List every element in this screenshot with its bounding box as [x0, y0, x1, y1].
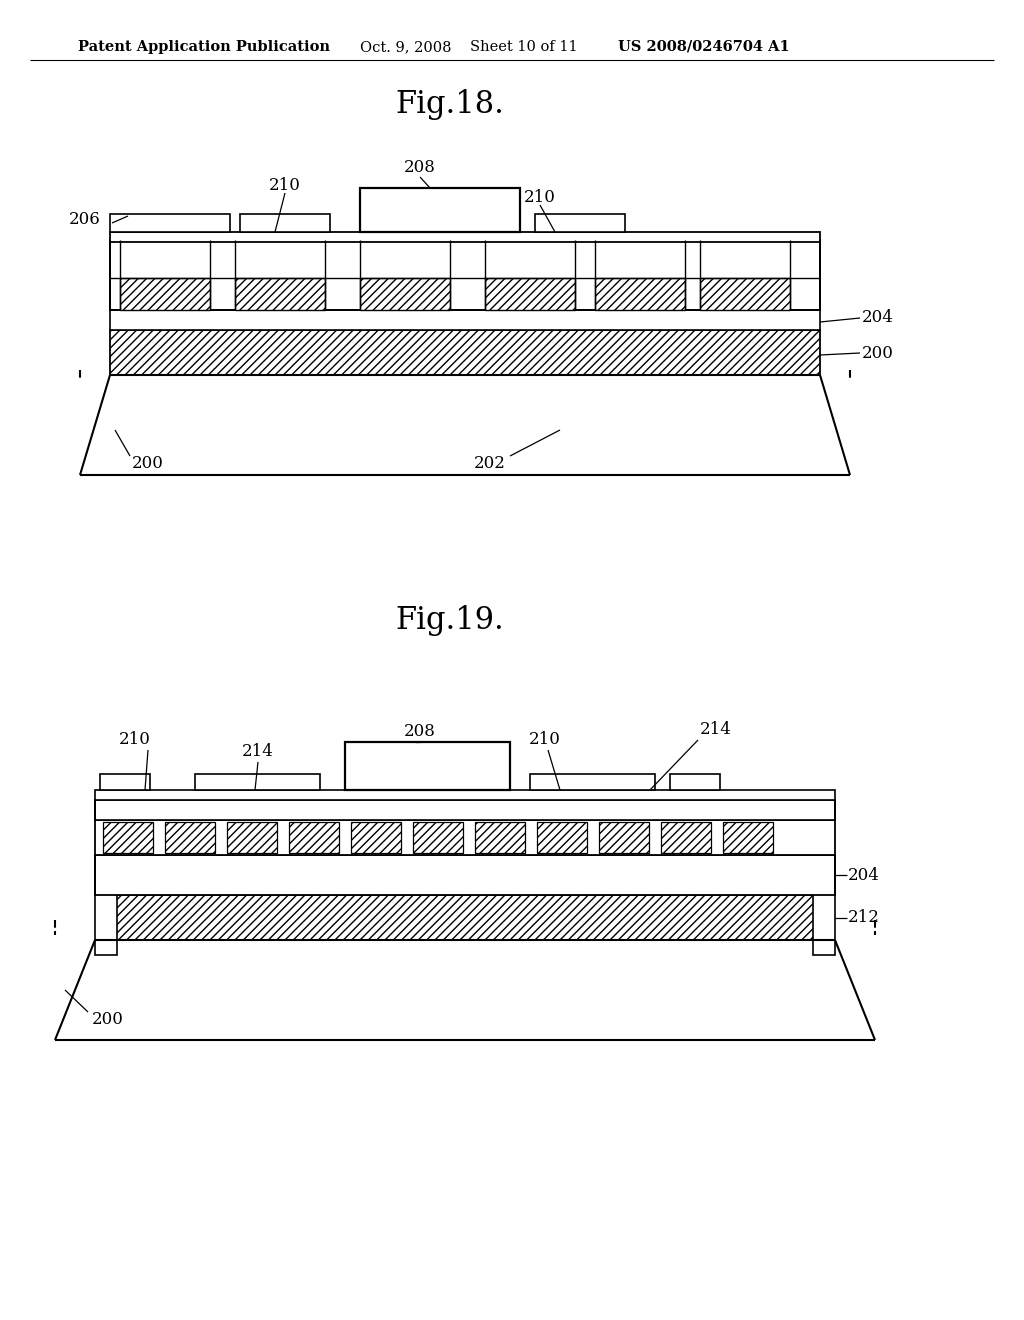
Text: Sheet 10 of 11: Sheet 10 of 11 [470, 40, 578, 54]
Text: 208: 208 [404, 160, 436, 177]
Text: Fig.18.: Fig.18. [395, 90, 505, 120]
Bar [103, 822, 153, 853]
Text: US 2008/0246704 A1: US 2008/0246704 A1 [618, 40, 790, 54]
Bar [110, 240, 820, 310]
Bar [530, 774, 655, 789]
Bar [100, 774, 150, 789]
Bar [535, 214, 625, 232]
Text: 212: 212 [848, 909, 880, 927]
Text: 202: 202 [474, 454, 506, 471]
Bar [115, 895, 815, 940]
Bar [234, 279, 325, 310]
Text: 214: 214 [242, 743, 274, 760]
Bar [595, 279, 685, 310]
Text: 208: 208 [404, 723, 436, 741]
Polygon shape [80, 375, 850, 475]
Bar [110, 232, 820, 242]
Text: Patent Application Publication: Patent Application Publication [78, 40, 330, 54]
Bar [95, 789, 835, 800]
Text: Fig.19.: Fig.19. [395, 605, 505, 635]
Bar [360, 279, 450, 310]
Bar [95, 855, 835, 895]
Bar [351, 822, 401, 853]
Bar [110, 330, 820, 375]
Text: 200: 200 [132, 454, 164, 471]
Text: 210: 210 [119, 731, 151, 748]
Bar [95, 890, 117, 954]
Bar [360, 187, 520, 232]
Text: 200: 200 [862, 345, 894, 362]
Bar [537, 822, 587, 853]
Bar [110, 214, 230, 232]
Polygon shape [55, 940, 874, 1040]
Bar [240, 214, 330, 232]
Bar [813, 890, 835, 954]
Text: 204: 204 [862, 309, 894, 326]
Bar [110, 310, 820, 330]
Text: 214: 214 [700, 722, 732, 738]
Bar [700, 279, 790, 310]
Bar [227, 822, 278, 853]
Text: Oct. 9, 2008: Oct. 9, 2008 [360, 40, 452, 54]
Text: 200: 200 [92, 1011, 124, 1028]
Text: 210: 210 [269, 177, 301, 194]
Bar [289, 822, 339, 853]
Text: 210: 210 [524, 189, 556, 206]
Bar [475, 822, 525, 853]
Bar [723, 822, 773, 853]
Bar [662, 822, 711, 853]
Bar [413, 822, 463, 853]
Bar [599, 822, 649, 853]
Text: 210: 210 [529, 731, 561, 748]
Bar [670, 774, 720, 789]
Text: 206: 206 [70, 211, 101, 228]
Bar [485, 279, 575, 310]
Bar [95, 800, 835, 820]
Bar [120, 279, 210, 310]
Bar [345, 742, 510, 789]
Bar [95, 820, 835, 855]
Text: 204: 204 [848, 866, 880, 883]
Bar [165, 822, 215, 853]
Bar [195, 774, 319, 789]
